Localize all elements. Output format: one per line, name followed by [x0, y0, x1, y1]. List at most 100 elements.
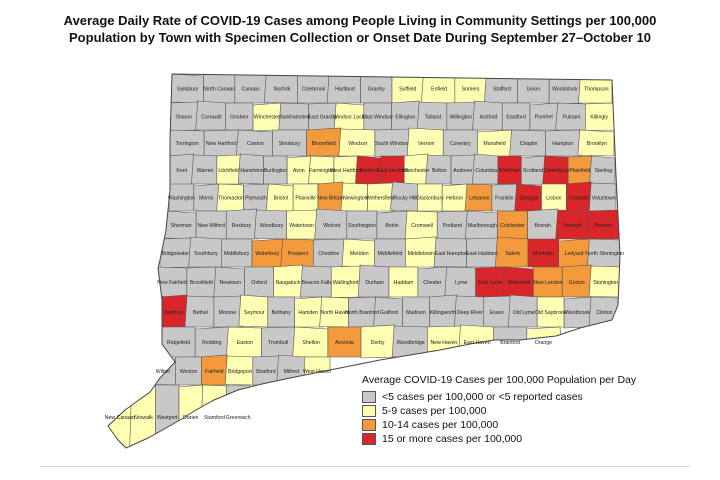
town-label: Stamford: [204, 415, 225, 421]
town-label: Bethel: [193, 310, 208, 316]
town-label: Wallingford: [333, 280, 359, 286]
map-title: Average Daily Rate of COVID-19 Cases amo…: [20, 12, 700, 46]
town-label: Branford: [500, 340, 520, 346]
town-label: Willington: [449, 115, 472, 121]
town-label: Woodstock: [552, 87, 578, 93]
town-label: New London: [533, 280, 562, 286]
town-label: Sterling: [595, 168, 613, 174]
town-label: Milford: [284, 369, 300, 375]
town-label: Monroe: [219, 310, 237, 316]
town-label: Old Saybrook: [535, 310, 567, 316]
town-label: Bristol: [274, 196, 288, 202]
legend-label-yellow: 5-9 cases per 100,000: [382, 404, 487, 417]
town-label: Westport: [157, 415, 178, 421]
town-label: East Haven: [464, 340, 491, 346]
town-label: Killingworth: [430, 310, 457, 316]
town-hampton: [545, 129, 583, 157]
town-label: Waterford: [508, 280, 531, 286]
town-label: Westbrook: [565, 310, 590, 316]
town-label: New Milford: [198, 223, 225, 229]
legend-item-yellow: 5-9 cases per 100,000: [362, 404, 592, 417]
town-label: Morris: [199, 196, 214, 202]
town-label: Fairfield: [205, 369, 224, 375]
town-label: Middlefield: [378, 251, 403, 257]
town-label: Putnam: [563, 115, 581, 121]
town-label: Enfield: [431, 87, 447, 93]
town-label: Portland: [443, 223, 462, 229]
town-label: Southbury: [194, 251, 218, 257]
town-label: Woodbury: [260, 223, 284, 229]
town-label: Lebanon: [469, 196, 489, 202]
town-label: Cornwall: [201, 115, 221, 121]
town-label: Suffield: [399, 87, 416, 93]
town-label: Bridgewater: [161, 251, 189, 257]
town-label: Manchester: [402, 168, 429, 174]
town-label: Cheshire: [318, 251, 339, 257]
town-label: Litchfield: [218, 168, 239, 174]
town-label: North Stonington: [585, 251, 624, 257]
town-label: Sharon: [175, 115, 192, 121]
town-label: Eastford: [506, 115, 525, 121]
town-label: Farmington: [309, 168, 335, 174]
legend-label-gray: <5 cases per 100,000 or <5 reported case…: [382, 390, 583, 403]
title-line-2: Population by Town with Specimen Collect…: [69, 30, 651, 45]
town-label: Meriden: [350, 251, 369, 257]
legend-swatch-gray: [362, 390, 376, 403]
town-label: Greenwich: [226, 415, 251, 421]
legend-item-red: 15 or more cases per 100,000: [362, 432, 592, 445]
town-label: Easton: [237, 340, 253, 346]
town-label: Preston: [594, 223, 612, 229]
town-label: Hebron: [446, 196, 463, 202]
town-label: New Canaan: [105, 415, 135, 421]
town-label: Norwalk: [134, 415, 153, 421]
town-label: Durham: [365, 280, 383, 286]
town-label: Mansfield: [483, 141, 505, 147]
town-label: Warren: [197, 168, 214, 174]
town-label: Franklin: [495, 196, 514, 202]
town-label: Lyme: [455, 280, 468, 286]
town-label: Woodbridge: [397, 340, 425, 346]
town-label: Weston: [180, 369, 198, 375]
town-label: Groton: [569, 280, 585, 286]
town-label: East Lyme: [478, 280, 502, 286]
town-wethersfield: [367, 182, 395, 212]
town-label: Marlborough: [468, 223, 497, 229]
town-label: Newington: [343, 196, 368, 202]
town-label: Sherman: [171, 223, 192, 229]
town-label: Danbury: [164, 310, 184, 316]
town-stonington: [588, 265, 620, 298]
town-label: West Haven: [303, 369, 331, 375]
legend-swatch-orange: [362, 418, 376, 431]
town-label: Windsor Locks: [333, 115, 367, 121]
town-label: Coventry: [450, 141, 471, 147]
town-label: Bridgeport: [228, 369, 252, 375]
town-label: Pomfret: [535, 115, 554, 121]
town-label: Thomaston: [218, 196, 244, 202]
town-label: Norwich: [563, 223, 582, 229]
town-label: Plainfield: [569, 168, 590, 174]
town-label: Wilton: [156, 369, 171, 375]
town-label: Wethersfield: [366, 196, 395, 202]
town-label: Middletown: [408, 251, 434, 257]
town-label: Salem: [505, 251, 520, 257]
town-label: Barkhamsted: [279, 115, 310, 121]
town-label: Hartland: [335, 87, 355, 93]
town-label: Shelton: [302, 340, 320, 346]
title-line-1: Average Daily Rate of COVID-19 Cases amo…: [63, 13, 657, 28]
town-label: Oxford: [251, 280, 267, 286]
town-brooklyn: [577, 129, 615, 157]
town-label: Harwinton: [240, 168, 263, 174]
town-canaan: [234, 74, 269, 104]
town-label: Washington: [168, 196, 195, 202]
town-label: Colchester: [500, 223, 525, 229]
town-north-stonington: [587, 238, 620, 268]
town-label: Plainville: [295, 196, 316, 202]
legend-item-gray: <5 cases per 100,000 or <5 reported case…: [362, 390, 592, 403]
town-label: Hampton: [552, 141, 573, 147]
town-label: Chaplin: [520, 141, 538, 147]
town-monroe: [213, 295, 244, 328]
legend-item-orange: 10-14 cases per 100,000: [362, 418, 592, 431]
town-label: East Hampton: [435, 251, 468, 257]
town-label: New Britain: [317, 196, 344, 202]
town-label: Colebrook: [302, 87, 326, 93]
